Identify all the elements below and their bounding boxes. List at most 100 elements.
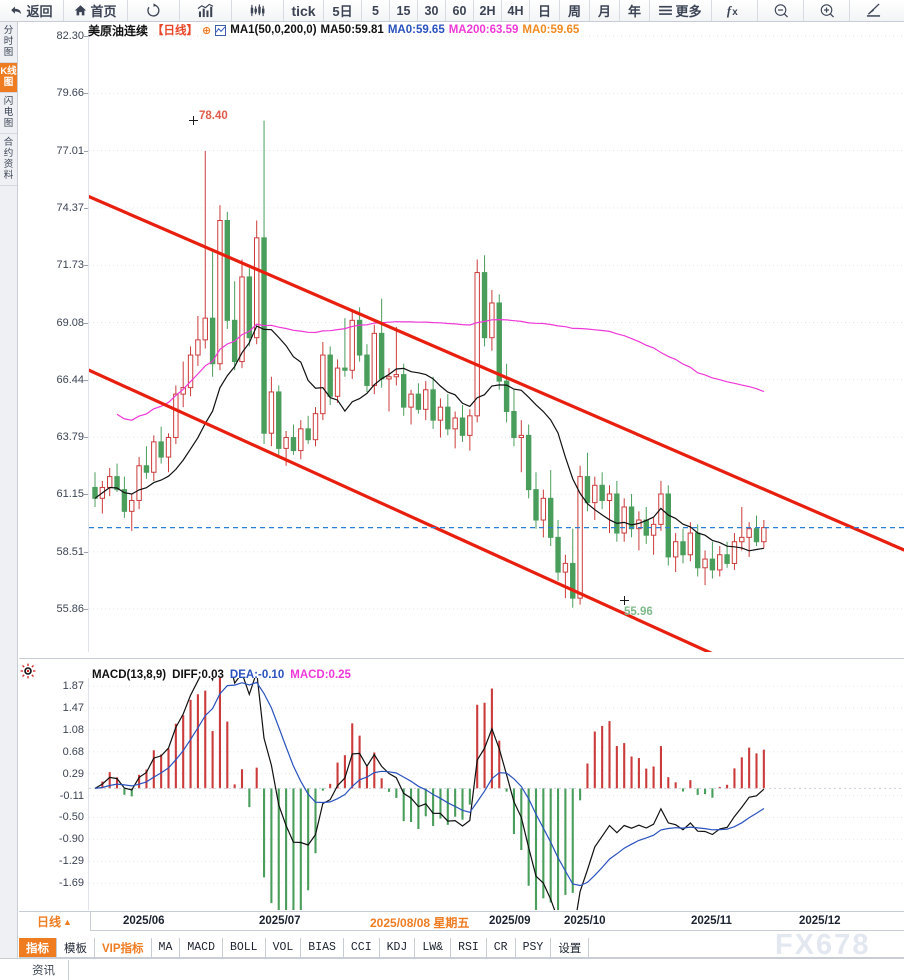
period-5day-button[interactable]: 5日: [324, 0, 362, 21]
indicator-button-kdj[interactable]: KDJ: [379, 938, 416, 957]
indicator-button-psy[interactable]: PSY: [515, 938, 552, 957]
sidebar-item-lightning[interactable]: 闪电图: [0, 93, 17, 134]
macd-axis-tick: 1.87: [62, 680, 84, 692]
sidebar-item-kline[interactable]: K线图: [0, 63, 17, 93]
price-axis-tickmark: [84, 379, 88, 381]
time-axis: 日线 ▲ 2025/062025/072025/082025/092025/10…: [19, 911, 904, 931]
macd-axis-tick: 1.47: [62, 701, 84, 714]
macd-chart-svg: [89, 678, 904, 910]
refresh-icon: [147, 3, 160, 17]
price-axis-tick: 61.15: [56, 488, 84, 501]
price-axis-tickmark: [84, 322, 88, 324]
zoom-out-icon: [774, 4, 788, 18]
macd-axis-tick: 1.08: [62, 723, 84, 736]
macd-macd-value: MACD:0.25: [290, 668, 351, 681]
indicator-button-vip[interactable]: VIP指标: [95, 938, 152, 957]
period-low-marker: [620, 596, 629, 605]
macd-axis-tick: -1.69: [58, 877, 84, 890]
indicator-button-vol[interactable]: VOL: [265, 938, 302, 957]
period-5min-button[interactable]: 5: [362, 0, 390, 21]
indicator-button-cr[interactable]: CR: [486, 938, 516, 957]
period-selector-button[interactable]: 日线 ▲: [19, 912, 91, 931]
indicator-button-lw[interactable]: LW&: [415, 938, 452, 957]
period-day-button[interactable]: 日: [530, 0, 560, 21]
price-chart-svg: [89, 35, 904, 652]
indicator-button-[interactable]: 指标: [19, 938, 57, 957]
ma0-blue-value: MA0:59.65: [387, 24, 445, 36]
price-axis-tickmark: [84, 150, 88, 152]
tick-period-button[interactable]: tick: [284, 0, 324, 21]
symbol-period[interactable]: 【日线】: [152, 25, 199, 37]
sun-settings-icon[interactable]: [20, 663, 36, 679]
zoom-in-button[interactable]: [804, 0, 850, 21]
indicator-button-[interactable]: 模板: [57, 938, 95, 957]
hamburger-icon: [659, 5, 673, 15]
price-axis-tickmark: [84, 93, 88, 95]
price-axis-tickmark: [84, 551, 88, 553]
price-axis-tickmark: [84, 36, 88, 37]
ma-formula: MA1(50,0,200,0): [230, 24, 317, 36]
period-4h-button[interactable]: 4H: [502, 0, 530, 21]
indicator-button-ma[interactable]: MA: [151, 938, 181, 957]
sidebar-item-contract-info[interactable]: 合约资料: [0, 134, 17, 186]
period-15min-button[interactable]: 15: [390, 0, 418, 21]
period-high-label: 78.40: [199, 110, 228, 122]
indicator-button-boll[interactable]: BOLL: [222, 938, 266, 957]
macd-axis-tick: -1.29: [58, 855, 84, 868]
price-axis-tick: 58.51: [56, 545, 84, 558]
time-axis-tick: 2025/07: [259, 915, 301, 927]
price-axis-tickmark: [84, 609, 88, 610]
symbol-name[interactable]: 美原油连续: [88, 23, 149, 38]
left-sidebar: 分时图 K线图 闪电图 合约资料: [0, 22, 18, 980]
indicator-button-macd[interactable]: MACD: [180, 938, 223, 957]
macd-chart-plot[interactable]: [88, 678, 904, 910]
price-axis-tickmark: [84, 265, 88, 267]
home-button[interactable]: 首页: [64, 0, 128, 21]
price-y-axis: 82.30 79.66 77.01 74.37 71.73 69.08 66.44 63.79…: [19, 30, 88, 652]
macd-title: MACD(13,8,9): [92, 668, 167, 681]
indicator-button-cci[interactable]: CCI: [343, 938, 380, 957]
price-chart-plot[interactable]: [88, 30, 904, 652]
ma0-orange-value: MA0:59.65: [522, 24, 580, 36]
ma-indicator-icon[interactable]: [215, 24, 227, 36]
refresh-button[interactable]: [128, 0, 180, 21]
function-button[interactable]: f x: [712, 0, 758, 21]
indicator-button-[interactable]: 设置: [551, 938, 590, 957]
price-indicator-header: 美原油连续 【日线】 ⊕ MA1(50,0,200,0) MA50:59.81 …: [88, 22, 579, 38]
period-low-label: 55.96: [624, 606, 653, 618]
bar-chart-icon: [197, 3, 214, 18]
period-week-button[interactable]: 周: [560, 0, 590, 21]
footer-bar: 资讯: [0, 958, 904, 980]
indicator-toolbar: 指标 模板 VIP指标 MA MACD BOLL VOL BIAS CCI KDJ LW& RSI CR…: [19, 938, 904, 958]
period-2h-button[interactable]: 2H: [474, 0, 502, 21]
top-toolbar: 返回 首页: [0, 0, 904, 22]
period-month-button[interactable]: 月: [590, 0, 620, 21]
candlestick-icon: [250, 4, 265, 17]
indicator-button-bias[interactable]: BIAS: [301, 938, 344, 957]
indicator-button-rsi[interactable]: RSI: [451, 938, 487, 957]
macd-diff-value: DIFF:0.03: [172, 668, 224, 681]
macd-axis-tick: -0.50: [58, 811, 84, 824]
candlestick-button[interactable]: [232, 0, 284, 21]
svg-text:x: x: [732, 7, 738, 18]
back-label: 返回: [26, 4, 53, 19]
price-axis-tick: 77.01: [56, 144, 84, 157]
macd-axis-tick: -0.90: [58, 833, 84, 846]
macd-indicator-header: MACD(13,8,9) DIFF:0.03 DEA:-0.10 MACD:0.…: [92, 667, 351, 682]
news-tab[interactable]: 资讯: [19, 960, 69, 980]
zoom-out-button[interactable]: [758, 0, 804, 21]
macd-axis-tick: 0.29: [62, 767, 84, 780]
back-button[interactable]: 返回: [0, 0, 64, 21]
sidebar-item-timeshare[interactable]: 分时图: [0, 22, 17, 63]
period-30min-button[interactable]: 30: [418, 0, 446, 21]
bar-chart-button[interactable]: [180, 0, 232, 21]
circle-plus-icon[interactable]: ⊕: [202, 24, 212, 37]
draw-tool-button[interactable]: [850, 0, 896, 21]
period-year-button[interactable]: 年: [620, 0, 650, 21]
price-axis-tickmark: [84, 437, 88, 439]
time-axis-tick: 2025/10: [564, 915, 606, 927]
price-axis-tick: 71.73: [56, 259, 84, 272]
price-axis-tick: 82.30: [56, 30, 84, 42]
more-button[interactable]: 更多: [650, 0, 712, 21]
period-60min-button[interactable]: 60: [446, 0, 474, 21]
